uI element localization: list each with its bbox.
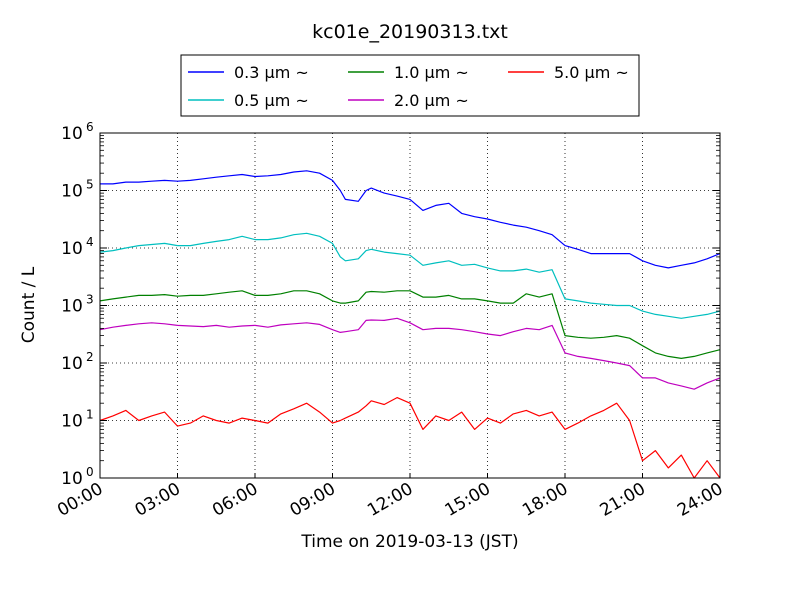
y-tick-label: 10 1 bbox=[61, 408, 93, 432]
y-tick-exponent: 6 bbox=[86, 120, 94, 134]
legend-item-1: 0.3 μm ~ bbox=[188, 63, 309, 82]
legend: 0.3 μm ~ 0.5 μm ~ 1.0 μm ~ 2.0 μm ~ 5.0 μm ~ bbox=[180, 54, 640, 117]
series-line-2 bbox=[99, 232, 721, 319]
y-tick-label: 10 2 bbox=[61, 350, 93, 374]
legend-item-5: 5.0 μm ~ bbox=[508, 63, 629, 82]
y-tick-label: 10 4 bbox=[61, 235, 93, 259]
y-tick-exponent: 4 bbox=[86, 235, 94, 249]
legend-box bbox=[180, 54, 640, 117]
y-tick-label: 10 5 bbox=[61, 178, 93, 202]
x-tick-label: 24:00 bbox=[674, 479, 726, 521]
y-tick-base: 10 bbox=[61, 182, 83, 202]
y-tick-base: 10 bbox=[61, 469, 83, 489]
y-tick-exponent: 2 bbox=[86, 350, 94, 364]
x-axis-label: Time on 2019-03-13 (JST) bbox=[300, 532, 518, 552]
x-tick-label: 18:00 bbox=[519, 479, 571, 521]
x-tick-label: 09:00 bbox=[287, 479, 339, 521]
series-line-4 bbox=[99, 317, 721, 390]
y-tick-label: 10 3 bbox=[61, 293, 93, 317]
y-tick-exponent: 0 bbox=[86, 465, 94, 479]
y-axis-label: Count / L bbox=[19, 266, 39, 343]
y-tick-exponent: 5 bbox=[86, 178, 94, 192]
y-tick-label: 10 0 bbox=[61, 465, 93, 489]
legend-label: 0.5 μm ~ bbox=[234, 91, 309, 110]
legend-label: 0.3 μm ~ bbox=[234, 63, 309, 82]
series-line-1 bbox=[100, 170, 721, 269]
series-line-5 bbox=[99, 397, 721, 479]
legend-label: 2.0 μm ~ bbox=[394, 91, 469, 110]
series-line-3 bbox=[99, 290, 721, 359]
legend-label: 1.0 μm ~ bbox=[394, 63, 469, 82]
legend-item-3: 1.0 μm ~ bbox=[348, 63, 469, 82]
y-tick-base: 10 bbox=[61, 412, 83, 432]
legend-item-4: 2.0 μm ~ bbox=[348, 91, 469, 110]
chart-title: kc01e_20190313.txt bbox=[312, 21, 508, 43]
y-tick-label: 10 6 bbox=[61, 120, 93, 144]
y-tick-exponent: 3 bbox=[86, 293, 94, 307]
y-tick-base: 10 bbox=[61, 297, 83, 317]
y-tick-exponent: 1 bbox=[86, 408, 94, 422]
x-tick-label: 12:00 bbox=[364, 479, 416, 521]
x-tick-label: 15:00 bbox=[442, 479, 494, 521]
x-tick-label: 03:00 bbox=[132, 479, 184, 521]
series-group bbox=[99, 170, 721, 479]
x-tick-label: 06:00 bbox=[209, 479, 261, 521]
y-tick-base: 10 bbox=[61, 239, 83, 259]
x-tick-label: 21:00 bbox=[597, 479, 649, 521]
legend-item-2: 0.5 μm ~ bbox=[188, 91, 309, 110]
legend-label: 5.0 μm ~ bbox=[554, 63, 629, 82]
y-tick-base: 10 bbox=[61, 124, 83, 144]
y-tick-base: 10 bbox=[61, 354, 83, 374]
